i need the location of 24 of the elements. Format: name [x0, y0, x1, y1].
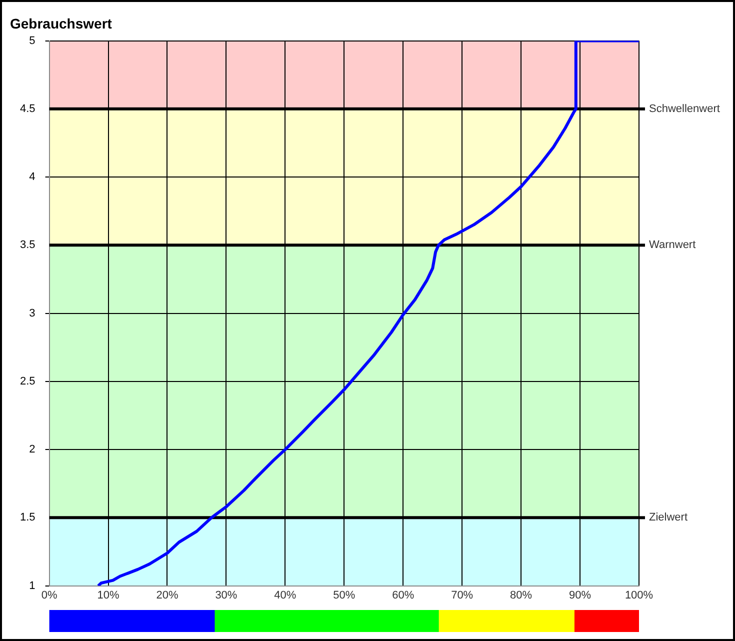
- x-tick-label: 70%: [451, 589, 474, 602]
- y-tick-label: 2.5: [20, 375, 36, 388]
- ref-line-label: Warnwert: [649, 239, 696, 252]
- x-tick-label: 10%: [97, 589, 120, 602]
- x-tick-label: 20%: [156, 589, 178, 602]
- x-tick-label: 60%: [392, 589, 414, 602]
- y-tick-label: 4.5: [20, 102, 36, 115]
- y-tick-label: 5: [29, 34, 36, 47]
- x-tick-label: 90%: [569, 589, 592, 602]
- ref-line-label: Schwellenwert: [649, 102, 720, 115]
- y-tick-label: 2: [29, 444, 36, 456]
- x-tick-label: 40%: [274, 589, 296, 602]
- chart-title: Gebrauchswert: [10, 15, 112, 32]
- y-tick-label: 4: [29, 171, 36, 184]
- y-tick-label: 1.5: [20, 512, 36, 524]
- y-tick-label: 1: [29, 580, 36, 592]
- y-tick-label: 3.5: [20, 239, 36, 252]
- x-tick-label: 30%: [215, 589, 238, 602]
- ref-line-label: Zielwert: [649, 512, 688, 524]
- y-tick-label: 3: [29, 307, 36, 320]
- x-tick-label: 50%: [333, 589, 356, 602]
- x-tick-label: 0%: [41, 589, 58, 602]
- x-tick-label: 80%: [510, 589, 532, 602]
- x-tick-label: 100%: [624, 589, 654, 602]
